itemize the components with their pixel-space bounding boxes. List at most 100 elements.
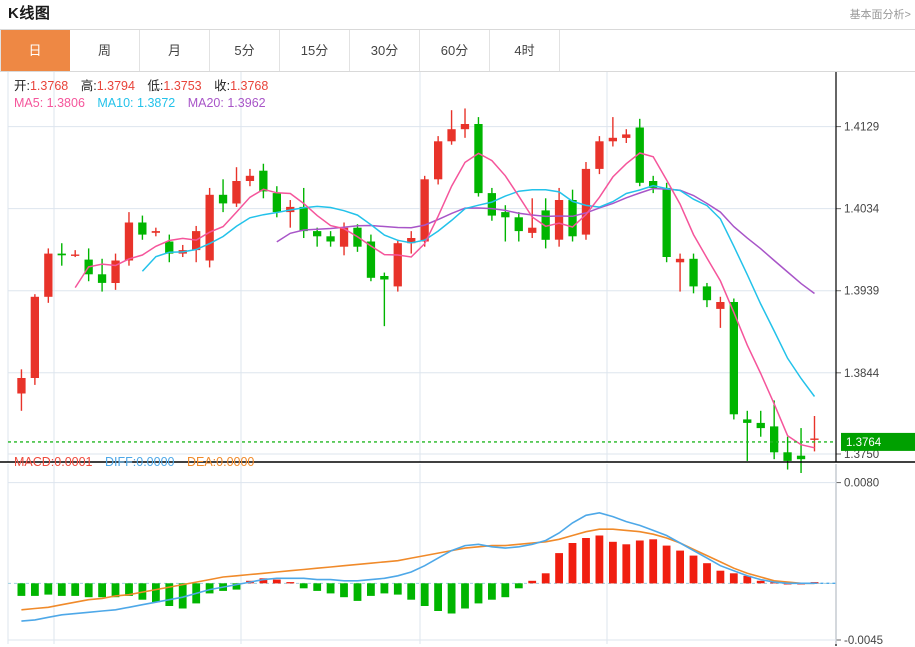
tab-4时[interactable]: 4时 xyxy=(490,30,560,71)
macd-histogram-bar xyxy=(98,583,106,598)
candle-body xyxy=(554,200,564,240)
tab-5分[interactable]: 5分 xyxy=(210,30,280,71)
candle-body xyxy=(796,455,806,460)
candle-body xyxy=(218,194,228,204)
price-axis-label: 1.4129 xyxy=(844,122,879,134)
candle-body xyxy=(487,193,496,216)
candle-body xyxy=(165,241,174,254)
candle-body xyxy=(17,378,26,394)
candle-body xyxy=(97,274,107,283)
ma10-line xyxy=(141,184,816,397)
candle-body xyxy=(447,129,456,142)
candle-body xyxy=(622,134,631,138)
price-axis-label: 1.3750 xyxy=(844,449,879,461)
candles-group xyxy=(17,108,819,474)
macd-histogram-bar xyxy=(488,583,496,600)
candle-body xyxy=(30,296,39,378)
candle-body xyxy=(716,302,725,309)
chart-container[interactable]: 1.4129 1.4034 1.3939 1.3844 1.3750 1.3764 0.00… xyxy=(0,72,915,646)
candle-body xyxy=(313,231,322,237)
candle-body xyxy=(783,452,792,461)
candle-body xyxy=(434,141,443,180)
macd-histogram-bar xyxy=(380,583,389,594)
macd-histogram-bar xyxy=(635,540,644,584)
price-axis-label: 1.4034 xyxy=(844,204,880,216)
candle-body xyxy=(420,179,429,242)
candle-body xyxy=(326,236,335,242)
candle-body xyxy=(729,302,738,415)
candle-body xyxy=(514,217,523,232)
macd-histogram-bar xyxy=(541,573,550,584)
tabbar-filler xyxy=(560,30,915,71)
macd-histogram-bar xyxy=(595,535,604,584)
timeframe-tabbar: 日周月 5分 15分 30分 60分 4时 xyxy=(0,30,915,72)
tab-30分[interactable]: 30分 xyxy=(350,30,420,71)
macd-histogram-bar xyxy=(313,583,322,591)
macd-histogram-bar xyxy=(609,541,617,584)
candle-body xyxy=(675,258,685,263)
candle-body xyxy=(635,127,644,183)
candle-body xyxy=(649,181,658,188)
candle-body xyxy=(380,276,389,280)
macd-histogram-bar xyxy=(474,583,483,604)
macd-histogram-bar xyxy=(299,583,308,589)
tab-月[interactable]: 月 xyxy=(140,30,210,71)
macd-histogram-bar xyxy=(729,573,738,584)
macd-histogram-bar xyxy=(568,543,577,584)
macd-histogram-bar xyxy=(407,583,416,600)
macd-histogram-bar xyxy=(393,583,402,595)
candle-body xyxy=(151,231,160,233)
candle-body xyxy=(474,124,483,194)
tab-日[interactable]: 日 xyxy=(0,30,70,71)
ma20-line xyxy=(276,187,815,295)
candle-body xyxy=(770,426,779,453)
candle-body xyxy=(57,253,66,256)
macd-histogram-bar xyxy=(111,583,120,598)
candle-body xyxy=(393,243,402,287)
macd-histogram-bar xyxy=(622,544,631,584)
candle-body xyxy=(581,168,591,235)
candle-body xyxy=(662,187,671,257)
macd-histogram-bar xyxy=(232,583,241,590)
macd-histogram-bar xyxy=(528,580,537,584)
price-axis-label: 1.3844 xyxy=(844,368,880,380)
macd-histogram-bar xyxy=(152,583,160,603)
macd-axis-label: -0.0045 xyxy=(844,635,883,646)
current-price-tag xyxy=(841,432,915,451)
macd-histogram-bar xyxy=(17,583,26,596)
macd-histogram-bar xyxy=(703,563,711,584)
candle-body xyxy=(272,193,281,213)
candle-body xyxy=(71,254,80,256)
macd-histogram-bar xyxy=(447,583,456,614)
candle-body xyxy=(299,206,308,232)
candle-body xyxy=(689,258,698,287)
macd-histogram-bar xyxy=(582,538,590,584)
candle-body xyxy=(595,141,604,169)
tab-15分[interactable]: 15分 xyxy=(280,30,350,71)
fundamental-analysis-link[interactable]: 基本面分析> xyxy=(849,9,911,21)
candle-body xyxy=(232,181,241,204)
candle-body xyxy=(44,253,53,297)
macd-histogram-bar xyxy=(125,583,133,596)
macd-histogram-bar xyxy=(756,580,765,584)
macd-histogram-bar xyxy=(71,583,80,596)
candle-body xyxy=(460,124,470,130)
candle-body xyxy=(501,212,510,218)
candle-body xyxy=(259,170,268,192)
candle-body xyxy=(407,238,416,244)
macd-histogram-bar xyxy=(716,570,725,584)
candle-body xyxy=(608,137,617,142)
candle-body xyxy=(743,419,752,423)
macd-histogram-bar xyxy=(662,545,671,584)
macd-histogram-bar xyxy=(501,583,510,598)
macd-histogram-bar xyxy=(367,583,375,596)
tab-60分[interactable]: 60分 xyxy=(420,30,490,71)
tab-周[interactable]: 周 xyxy=(70,30,140,71)
page-title: K线图 xyxy=(8,5,51,22)
candle-body xyxy=(205,194,214,261)
macd-axis-label: 0.0080 xyxy=(844,478,879,490)
candle-body xyxy=(541,210,550,240)
ma5-line xyxy=(74,152,815,449)
macd-histogram-bar xyxy=(649,539,658,584)
